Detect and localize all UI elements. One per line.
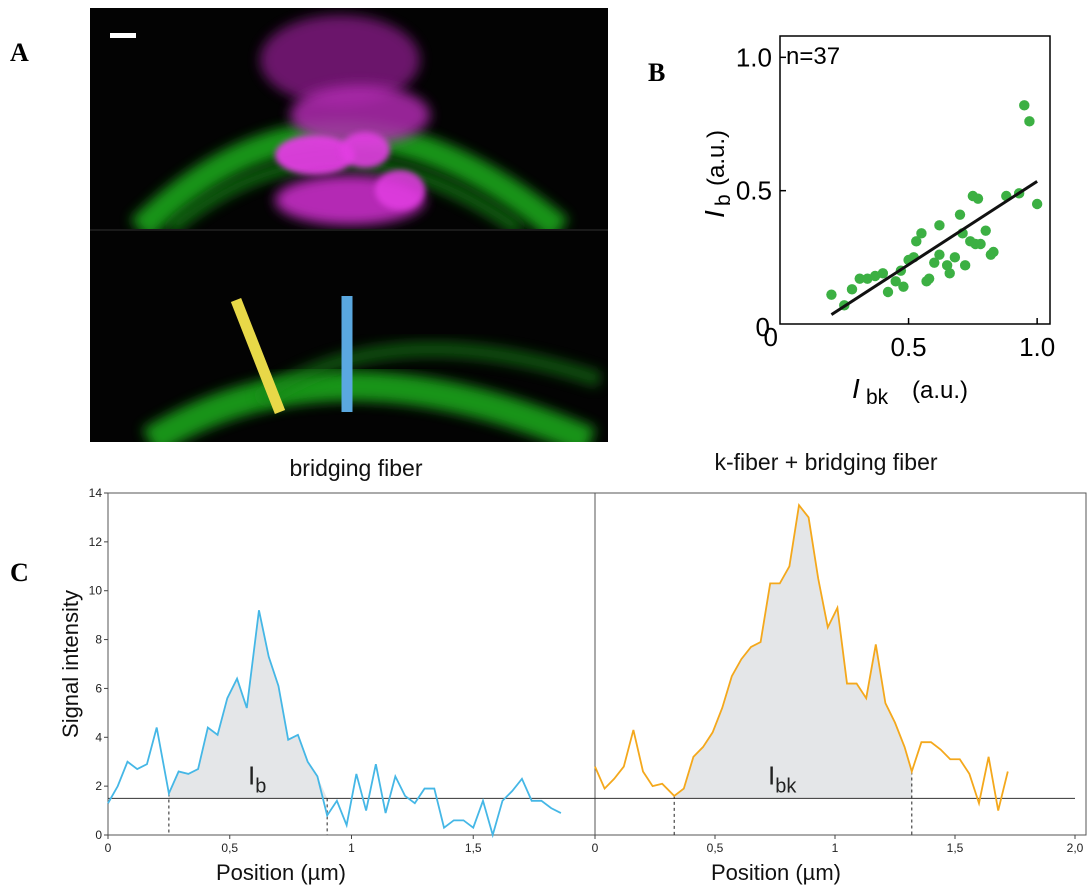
scatter-ticks: 0.5 1.0 0.5 1.0 00 [736,42,1055,362]
profile-y-tick-label: 12 [89,535,103,549]
profile-y-tick-label: 10 [89,584,103,598]
kinetochore-signal-2 [290,85,430,145]
scatter-point [972,193,984,204]
scatter-point [941,260,953,271]
panel-label-c: C [10,558,29,587]
scatter-point [949,252,961,263]
scatter-point [923,273,935,284]
scatter-point [934,249,945,260]
scatter-x-tick-label: 1.0 [1019,332,1055,362]
profile-ylabel: Signal intensity [58,590,83,738]
scatter-point [929,257,940,268]
scatter-frame [779,35,1051,325]
scatter-xlabel-main: I [852,373,860,404]
profile-x-tick-label: 0,5 [221,841,238,855]
profile-right-title: k-fiber + bridging fiber [714,449,937,475]
profile-area-label: Ib [248,760,266,797]
scatter-x-origin-label: 0 [764,322,778,352]
scatter-point [959,260,971,271]
profile-charts: 0 0,5 1 1,5 Ib 0 0,5 1 1,5 2,0 Ibk 0 2 4 6 8 10 12 14 Si… [58,486,1087,885]
profile-y-tick-label: 2 [95,779,102,793]
scatter-xlabel-sub: bk [866,386,889,409]
profile-y-ticks: 0 2 4 6 8 10 12 14 [89,486,108,842]
scatter-points [826,100,1043,311]
kinetochore-signal-3 [275,135,355,175]
scatter-point [1031,198,1043,210]
profile-right-xlabel: Position (µm) [711,860,841,885]
scatter-point [954,209,966,220]
kinetochore-signal-4 [340,132,390,168]
profile-left-title: bridging fiber [290,455,423,481]
profile-y-tick-label: 8 [95,633,102,647]
scatter-point [826,289,837,300]
profile-y-tick-label: 4 [95,730,102,744]
panel-label-a: A [10,38,29,67]
scatter-point [934,220,945,231]
profile-frame [107,492,1087,836]
scatter-point [890,276,901,287]
profile-left: 0 0,5 1 1,5 Ib [105,610,595,855]
profile-x-tick-label: 2,0 [1067,841,1084,855]
scatter-x-tick-label: 0.5 [890,332,926,362]
scatter-point [988,246,999,258]
scatter-ylabel: I b (a.u.) [699,130,735,218]
scatter-ylabel-sub: b [712,194,735,206]
scale-bar [110,33,136,38]
scatter-y-tick-label: 0.5 [736,176,772,206]
profile-y-tick-label: 6 [95,681,102,695]
scatter-point [975,238,986,250]
scatter-ylabel-main: I [699,210,730,218]
profile-x-tick-label: 1,5 [465,841,482,855]
profile-x-tick-label: 0 [592,841,599,855]
scatter-point [911,236,922,247]
panel-label-b: B [648,58,666,87]
profile-x-tick-label: 1,5 [947,841,964,855]
profile-line-bridging [230,297,286,415]
profile-ylabel-group: Signal intensity [58,590,83,738]
profile-curve [107,610,562,839]
scatter-point [854,273,865,284]
scatter-point [944,268,955,279]
spindle-arc-bottom-outer [255,341,603,407]
profile-right: 0 0,5 1 1,5 2,0 Ibk [592,503,1084,855]
profile-x-tick-label: 0,5 [707,841,724,855]
scatter-point [882,286,894,298]
profile-y-tick-label: 14 [89,486,103,500]
profile-area [674,505,912,799]
scatter-point [916,228,927,239]
micrograph-top-half [130,15,569,230]
profile-left-xlabel: Position (µm) [216,860,346,885]
scatter-point [877,268,889,279]
scatter-xlabel-unit: (a.u.) [912,377,968,404]
scatter-plot: n=37 0.5 1.0 0.5 1.0 00 I bk (a.u.) I b (a.u… [699,35,1055,409]
scatter-point [980,225,991,236]
scatter-annotation: n=37 [786,43,840,70]
scatter-y-origin-label: 0 [756,312,770,342]
scatter-fit-line [830,180,1038,316]
profile-area-label: Ibk [768,760,797,797]
micrograph-panel [90,8,608,442]
scatter-ylabel-unit: (a.u.) [703,130,730,186]
profile-x-tick-label: 1 [832,841,839,855]
kinetochore-signal-1 [260,15,420,105]
scatter-point [1019,100,1030,111]
profile-y-tick-label: 0 [95,828,102,842]
scatter-point [846,284,858,295]
profile-curve [594,503,1009,811]
profile-x-tick-label: 1 [348,841,355,855]
kinetochore-signal-6 [375,170,425,210]
profile-x-tick-label: 0 [105,841,112,855]
scatter-y-tick-label: 1.0 [736,42,772,72]
scatter-point [1024,116,1035,127]
scatter-point [898,281,909,292]
